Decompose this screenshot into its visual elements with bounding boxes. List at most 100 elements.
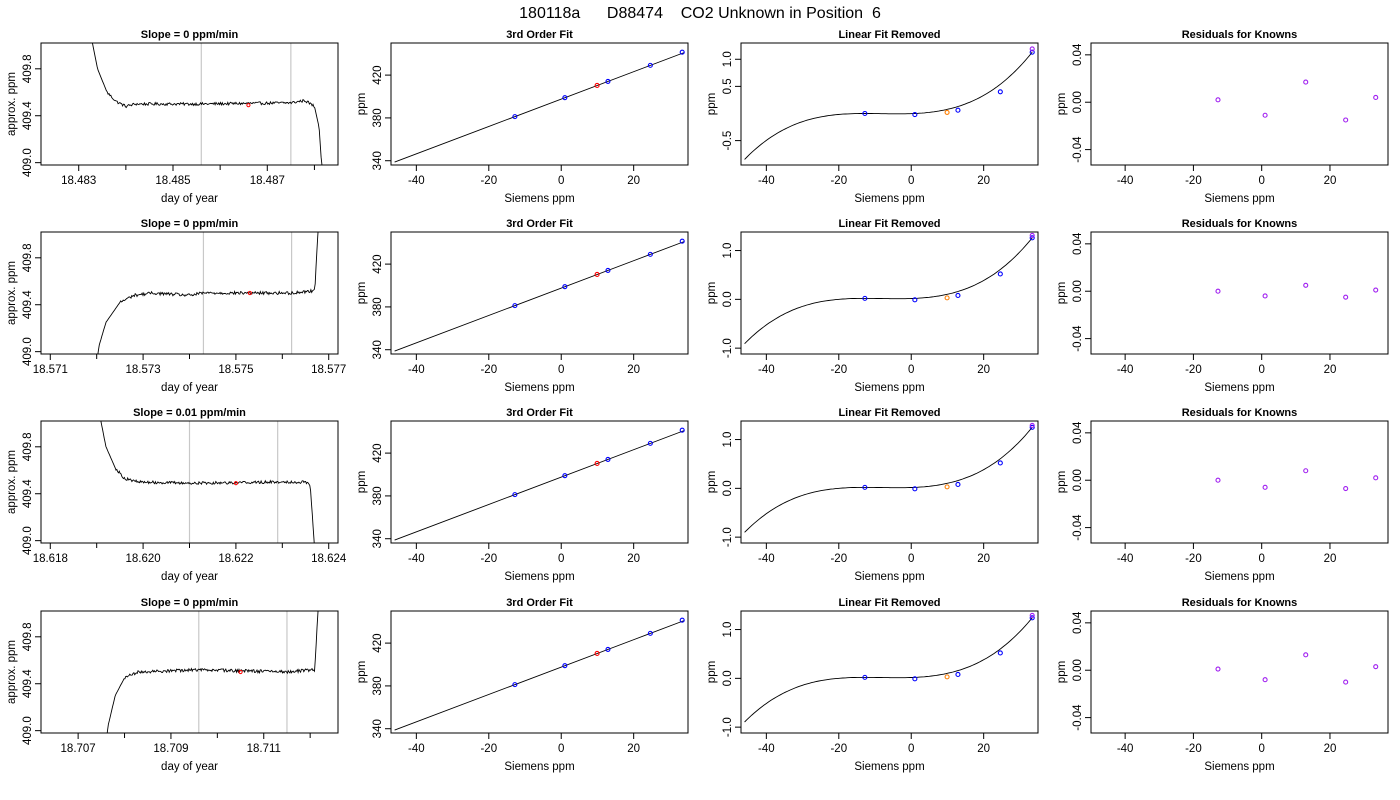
x-tick-label: 20 (977, 364, 990, 376)
y-axis: 409.0 409.4 409.8 approx. ppm (6, 432, 41, 555)
x-axis-label: Siemens ppm (1204, 761, 1274, 773)
x-tick-label: -20 (1185, 364, 1202, 376)
y-tick-label: 0.00 (1072, 91, 1084, 113)
y-tick-label: -1.0 (722, 527, 734, 547)
x-tick-label: -20 (830, 553, 847, 565)
data-point (605, 78, 611, 84)
y-tick-label: -0.5 (722, 131, 734, 151)
y-tick-label: 1.0 (722, 51, 734, 67)
y-axis: -0.04 0.00 0.04 ppm (1056, 232, 1091, 352)
fit-line (394, 52, 685, 163)
y-axis-label: ppm (706, 471, 718, 493)
x-tick-label: -40 (1117, 175, 1134, 187)
x-tick-label: -40 (1117, 364, 1134, 376)
x-tick-label: 20 (1324, 364, 1337, 376)
x-axis: 18.571 18.573 18.575 18.577 day of year (33, 354, 346, 394)
y-tick-label: 1.0 (722, 243, 734, 259)
x-tick-label: 0 (908, 553, 914, 565)
data-point (997, 460, 1003, 466)
x-tick-label: 0 (1258, 364, 1264, 376)
y-tick-label: 409.0 (22, 526, 34, 555)
y-axis: -0.04 0.00 0.04 ppm (1056, 43, 1091, 163)
y-axis: 340 380 420 ppm (356, 255, 391, 359)
y-tick-label: 340 (372, 151, 384, 170)
panel-r1-c1: 3rd Order Fit -40 -20 0 20 Siemens ppm 340 380 4… (356, 218, 689, 394)
x-tick-label: 20 (977, 175, 990, 187)
x-tick-label: -40 (408, 175, 425, 187)
y-axis: 409.0 409.4 409.8 approx. ppm (6, 622, 41, 745)
y-axis: 409.0 409.4 409.8 approx. ppm (6, 54, 41, 177)
x-tick-label: 18.483 (61, 175, 96, 187)
data-point (647, 251, 653, 257)
y-tick-label: 420 (372, 255, 384, 274)
fit-curve (744, 427, 1033, 533)
x-tick-label: -40 (758, 553, 775, 565)
x-axis: -40 -20 0 20 Siemens ppm (758, 354, 990, 394)
plot-area (106, 611, 319, 733)
panel-r3-c1: 3rd Order Fit -40 -20 0 20 Siemens ppm 340 380 4… (356, 597, 689, 773)
y-tick-label: 0.00 (1072, 280, 1084, 302)
data-point (1343, 117, 1349, 123)
y-tick-label: 409.4 (22, 101, 34, 130)
ppm-trace (106, 611, 319, 733)
y-tick-label: 409.8 (22, 432, 34, 461)
panel-r0-c3: Residuals for Knowns -40 -20 0 20 Siemens ppm… (1056, 29, 1389, 205)
data-point (512, 303, 518, 309)
y-axis-label: ppm (356, 471, 368, 493)
x-axis-label: Siemens ppm (1204, 193, 1274, 205)
x-tick-label: 18.711 (247, 743, 281, 755)
y-axis: 340 380 420 ppm (356, 634, 391, 738)
data-point (1262, 677, 1268, 683)
panel-r2-c1: 3rd Order Fit -40 -20 0 20 Siemens ppm 340 380 4… (356, 407, 689, 583)
data-point (1303, 282, 1309, 288)
data-point (997, 89, 1003, 95)
x-tick-label: 18.487 (250, 175, 285, 187)
plot-frame (1090, 420, 1389, 544)
panel-title: 3rd Order Fit (506, 407, 573, 419)
panel-title: Linear Fit Removed (838, 407, 940, 419)
data-point (1029, 235, 1035, 241)
data-point (679, 617, 685, 623)
y-tick-label: -0.04 (1072, 136, 1084, 163)
y-tick-label: -1.0 (722, 338, 734, 358)
y-tick-label: 409.0 (22, 148, 34, 177)
data-point (912, 486, 918, 492)
data-point (1029, 49, 1035, 55)
x-axis: 18.483 18.485 18.487 day of year (61, 165, 315, 205)
x-tick-label: 0 (558, 175, 564, 187)
y-tick-label: 0.0 (722, 291, 734, 307)
data-point (594, 82, 600, 89)
y-axis-label: ppm (706, 282, 718, 304)
panel-title: Slope = 0.01 ppm/min (133, 407, 246, 419)
plot-area (100, 421, 315, 543)
y-tick-label: 380 (372, 297, 384, 316)
y-tick-label: 0.04 (1072, 43, 1084, 66)
x-tick-label: 20 (627, 175, 640, 187)
x-axis: -40 -20 0 20 Siemens ppm (408, 165, 640, 205)
plot-frame (1090, 42, 1389, 166)
panel-r1-c2: Linear Fit Removed -40 -20 0 20 Siemens ppm -1… (706, 218, 1039, 394)
x-tick-label: 0 (908, 743, 914, 755)
y-axis: 340 380 420 ppm (356, 66, 391, 170)
y-tick-label: 420 (372, 634, 384, 653)
y-axis: -1.0 0.0 1.0 ppm (706, 243, 741, 358)
y-axis-label: ppm (1056, 282, 1068, 304)
x-tick-label: 0 (908, 175, 914, 187)
plot-area (394, 49, 685, 163)
y-axis-label: ppm (1056, 471, 1068, 493)
data-point (512, 682, 518, 688)
data-point (1343, 294, 1349, 300)
data-point (1343, 485, 1349, 492)
panel-title: 3rd Order Fit (506, 597, 573, 609)
x-axis: -40 -20 0 20 Siemens ppm (758, 733, 990, 773)
sample-marker (246, 103, 251, 108)
y-axis-label: approx. ppm (6, 261, 18, 325)
x-tick-label: 18.622 (218, 553, 253, 565)
data-point (1029, 424, 1035, 430)
x-tick-label: 18.573 (126, 364, 161, 376)
y-tick-label: 0.0 (722, 670, 734, 686)
y-tick-label: 0.00 (1072, 469, 1084, 491)
data-point (647, 630, 653, 636)
plot-area (1215, 79, 1379, 123)
